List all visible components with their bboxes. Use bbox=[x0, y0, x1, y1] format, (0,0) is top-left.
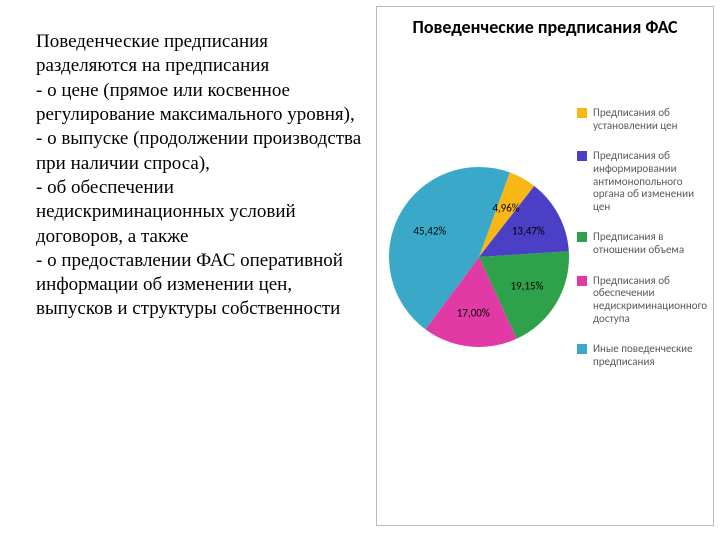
legend-label-volume: Предписания в отношении объема bbox=[593, 231, 707, 256]
slide-root: Поведенческие предписания разделяются на… bbox=[0, 0, 720, 540]
chart-card: Поведенческие предписания ФАС Предписани… bbox=[376, 6, 714, 526]
chart-title: Поведенческие предписания ФАС bbox=[381, 17, 709, 39]
pie-chart bbox=[383, 161, 575, 353]
legend-item-other: Иные поведенческие предписания bbox=[577, 343, 707, 368]
legend-label-other: Иные поведенческие предписания bbox=[593, 343, 707, 368]
right-column: Поведенческие предписания ФАС Предписани… bbox=[370, 0, 720, 540]
legend-label-inform: Предписания об информировании антимонопо… bbox=[593, 150, 707, 213]
legend-swatch-volume bbox=[577, 232, 587, 242]
chart-legend: Предписания об установлении цен Предписан… bbox=[577, 107, 707, 387]
left-column: Поведенческие предписания разделяются на… bbox=[0, 0, 370, 540]
legend-item-price: Предписания об установлении цен bbox=[577, 107, 707, 132]
legend-item-inform: Предписания об информировании антимонопо… bbox=[577, 150, 707, 213]
legend-swatch-inform bbox=[577, 151, 587, 161]
body-text: Поведенческие предписания разделяются на… bbox=[36, 30, 362, 322]
legend-label-access: Предписания об обеспечении недискриминац… bbox=[593, 275, 707, 326]
legend-item-access: Предписания об обеспечении недискриминац… bbox=[577, 275, 707, 326]
pie-label-price: 4,96% bbox=[492, 202, 519, 215]
legend-swatch-price bbox=[577, 108, 587, 118]
legend-swatch-access bbox=[577, 276, 587, 286]
chart-body: Предписания об установлении цен Предписан… bbox=[377, 71, 713, 525]
legend-item-volume: Предписания в отношении объема bbox=[577, 231, 707, 256]
pie-label-access: 17,00% bbox=[457, 306, 490, 319]
pie-label-volume: 19,15% bbox=[510, 279, 543, 292]
legend-label-price: Предписания об установлении цен bbox=[593, 107, 707, 132]
pie-label-other: 45,42% bbox=[413, 224, 446, 237]
legend-swatch-other bbox=[577, 344, 587, 354]
pie-label-inform: 13,47% bbox=[512, 224, 545, 237]
